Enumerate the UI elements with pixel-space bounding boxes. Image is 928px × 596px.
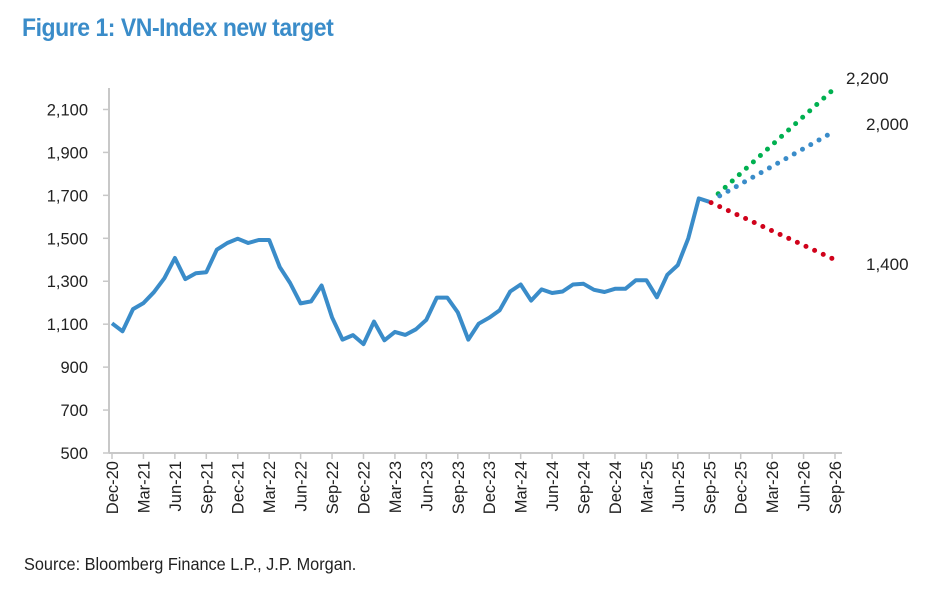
- x-tick-label: Sep-24: [576, 461, 594, 514]
- x-tick-label: Jun-24: [544, 461, 562, 511]
- x-tick-label: Jun-22: [293, 461, 311, 511]
- forecast-line: [715, 85, 838, 197]
- vn-index-line: [110, 196, 710, 347]
- x-tick-label: Sep-22: [324, 461, 342, 514]
- forecast-end-label: 2,200: [846, 69, 889, 88]
- x-tick-label: Jun-23: [418, 461, 436, 511]
- y-tick-label: 1,900: [47, 144, 88, 162]
- y-tick-label: 900: [60, 359, 88, 377]
- y-tick-label: 500: [60, 445, 88, 463]
- x-tick-label: Dec-21: [230, 461, 248, 514]
- x-tick-label: Jun-26: [796, 461, 814, 511]
- x-tick-label: Jun-25: [670, 461, 688, 511]
- x-tick-label: Sep-26: [827, 461, 845, 514]
- x-tick-label: Mar-22: [261, 461, 279, 513]
- x-tick-label: Jun-21: [167, 461, 185, 511]
- x-tick-label: Mar-25: [638, 461, 656, 513]
- x-tick-label: Dec-20: [104, 461, 122, 514]
- x-tick-label: Mar-21: [135, 461, 153, 513]
- x-tick-label: Dec-23: [481, 461, 499, 514]
- chart-title: Figure 1: VN-Index new target: [22, 14, 334, 42]
- x-tick-label: Mar-26: [764, 461, 782, 513]
- forecast-end-label: 2,000: [866, 115, 909, 134]
- x-tick-label: Sep-21: [198, 461, 216, 514]
- y-tick-label: 700: [60, 402, 88, 420]
- y-tick-label: 2,100: [47, 101, 88, 119]
- forecast-end-label: 1,400: [866, 255, 909, 274]
- forecast-line: [708, 200, 838, 263]
- x-tick-label: Mar-24: [513, 461, 531, 513]
- x-tick-label: Dec-22: [355, 461, 373, 514]
- x-tick-label: Mar-23: [387, 461, 405, 513]
- x-tick-label: Dec-24: [607, 461, 625, 514]
- y-tick-label: 1,500: [47, 230, 88, 248]
- y-tick-label: 1,100: [47, 316, 88, 334]
- forecast-line: [717, 128, 838, 199]
- chart-source: Source: Bloomberg Finance L.P., J.P. Mor…: [24, 554, 357, 574]
- x-tick-label: Sep-23: [450, 461, 468, 514]
- x-tick-label: Dec-25: [733, 461, 751, 514]
- y-tick-label: 1,700: [47, 187, 88, 205]
- y-tick-label: 1,300: [47, 273, 88, 291]
- x-tick-label: Sep-25: [701, 461, 719, 514]
